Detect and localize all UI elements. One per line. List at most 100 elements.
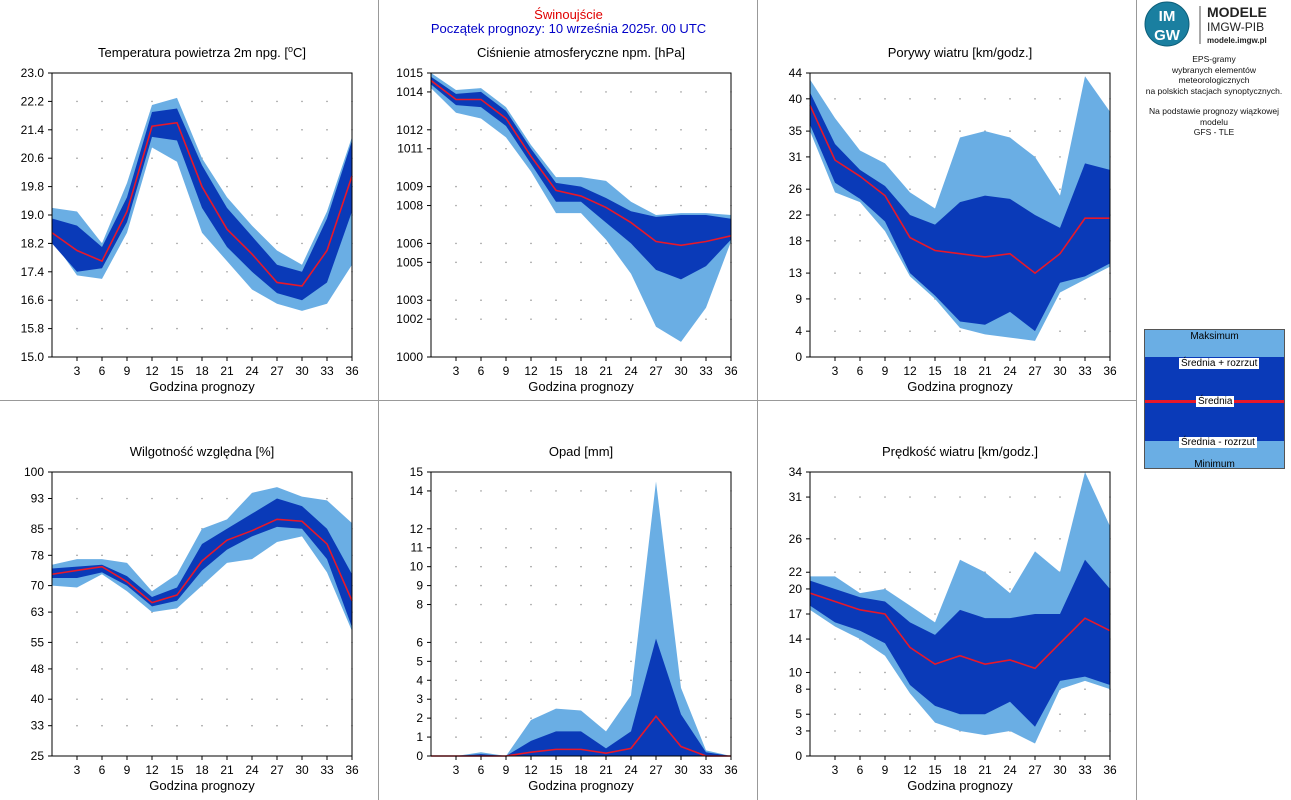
grid-dot bbox=[859, 571, 861, 574]
grid-dot bbox=[480, 528, 482, 530]
x-tick-label: 15 bbox=[549, 364, 563, 378]
grid-dot bbox=[455, 565, 457, 568]
band-spread bbox=[431, 76, 731, 280]
mean-line bbox=[51, 518, 353, 604]
x-tick-label: 30 bbox=[295, 364, 309, 378]
grid-dot bbox=[276, 129, 278, 131]
grid-dot bbox=[1034, 496, 1036, 498]
grid-dot bbox=[151, 584, 153, 587]
grid-dot bbox=[101, 327, 103, 330]
grid-dot bbox=[605, 147, 607, 150]
chart-title-end: C] bbox=[293, 45, 306, 60]
grid-dot bbox=[480, 242, 482, 245]
grid-dot bbox=[301, 327, 303, 330]
chart-title: Ciśnienie atmosferyczne npm. [hPa] bbox=[477, 45, 685, 60]
y-tick-label: 35 bbox=[789, 124, 803, 138]
grid-dot bbox=[326, 129, 328, 131]
grid-dot bbox=[655, 185, 657, 188]
grid-dot bbox=[705, 603, 707, 606]
x-tick-label: 27 bbox=[1028, 763, 1042, 777]
grid-dot bbox=[276, 157, 278, 159]
grid-dot bbox=[276, 724, 278, 727]
grid-dot bbox=[934, 496, 936, 498]
grid-dot bbox=[630, 660, 632, 663]
x-tick-label: 24 bbox=[245, 364, 259, 378]
grid-dot bbox=[605, 299, 607, 302]
grid-dot bbox=[455, 546, 457, 549]
grid-dot bbox=[580, 242, 582, 245]
grid-dot bbox=[1009, 130, 1011, 132]
y-tick-label: 14 bbox=[410, 484, 424, 498]
grid-dot bbox=[455, 528, 457, 530]
grid-dot bbox=[505, 603, 507, 606]
grid-dot bbox=[909, 98, 911, 100]
grid-dot bbox=[76, 668, 78, 670]
grid-dot bbox=[301, 668, 303, 670]
grid-dot bbox=[580, 584, 582, 587]
grid-dot bbox=[276, 554, 278, 557]
y-tick-label: 44 bbox=[789, 66, 803, 80]
brand-url: modele.imgw.pl bbox=[1207, 36, 1267, 45]
grid-dot bbox=[76, 528, 78, 530]
grid-dot bbox=[455, 129, 457, 131]
band-spread bbox=[52, 498, 352, 628]
band-extreme bbox=[431, 73, 731, 342]
grid-dot bbox=[630, 546, 632, 549]
y-tick-label: 4 bbox=[416, 673, 423, 687]
grid-dot bbox=[834, 638, 836, 640]
grid-dot bbox=[101, 584, 103, 587]
grid-dot bbox=[530, 603, 532, 606]
y-tick-label: 1003 bbox=[396, 293, 423, 307]
band-spread bbox=[810, 559, 1110, 727]
grid-dot bbox=[126, 271, 128, 273]
grid-dot bbox=[176, 641, 178, 644]
grid-dot bbox=[555, 261, 557, 264]
y-tick-label: 9 bbox=[795, 292, 802, 306]
grid-dot bbox=[276, 668, 278, 670]
grid-dot bbox=[555, 129, 557, 131]
x-axis-label: Godzina prognozy bbox=[907, 379, 1013, 394]
legend: Maksimum Średnia + rozrzut Średnia Średn… bbox=[1144, 329, 1285, 470]
grid-dot bbox=[530, 565, 532, 568]
x-tick-label: 9 bbox=[503, 364, 510, 378]
grid-dot bbox=[705, 717, 707, 719]
grid-dot bbox=[605, 261, 607, 264]
grid-dot bbox=[884, 730, 886, 732]
grid-dot bbox=[555, 641, 557, 644]
grid-dot bbox=[934, 538, 936, 540]
grid-dot bbox=[480, 584, 482, 587]
grid-dot bbox=[530, 242, 532, 245]
grid-dot bbox=[530, 546, 532, 549]
chart-wind-speed-svg: Prędkość wiatru [km/godz.] 0 3 5 8 10 14 17 20 22… bbox=[789, 444, 1117, 793]
grid-dot bbox=[505, 299, 507, 302]
x-tick-label: 18 bbox=[953, 763, 967, 777]
grid-dot bbox=[1059, 298, 1061, 300]
grid-dot bbox=[630, 679, 632, 682]
grid-dot bbox=[505, 679, 507, 682]
grid-dot bbox=[276, 214, 278, 216]
y-tick-label: 1015 bbox=[396, 66, 423, 80]
grid-dot bbox=[834, 98, 836, 100]
x-tick-label: 33 bbox=[699, 364, 713, 378]
x-tick-label: 3 bbox=[453, 364, 460, 378]
grid-dot bbox=[151, 497, 153, 500]
x-tick-label: 12 bbox=[524, 763, 538, 777]
grid-dot bbox=[226, 611, 228, 613]
x-tick-label: 18 bbox=[195, 364, 209, 378]
description-line: GFS - TLE bbox=[1193, 127, 1235, 137]
y-tick-label: 0 bbox=[795, 350, 802, 364]
x-axis-label: Godzina prognozy bbox=[528, 778, 634, 793]
grid-dot bbox=[605, 717, 607, 719]
y-tick-label: 70 bbox=[31, 579, 45, 593]
grid-dot bbox=[555, 242, 557, 245]
grid-dot bbox=[1084, 730, 1086, 732]
grid-dot bbox=[505, 717, 507, 719]
x-tick-label: 27 bbox=[649, 763, 663, 777]
x-tick-label: 21 bbox=[599, 364, 613, 378]
x-tick-label: 6 bbox=[99, 364, 106, 378]
grid-dot bbox=[655, 129, 657, 131]
grid-dot bbox=[251, 327, 253, 330]
grid-dot bbox=[455, 584, 457, 587]
grid-dot bbox=[455, 185, 457, 188]
x-tick-label: 36 bbox=[345, 364, 359, 378]
